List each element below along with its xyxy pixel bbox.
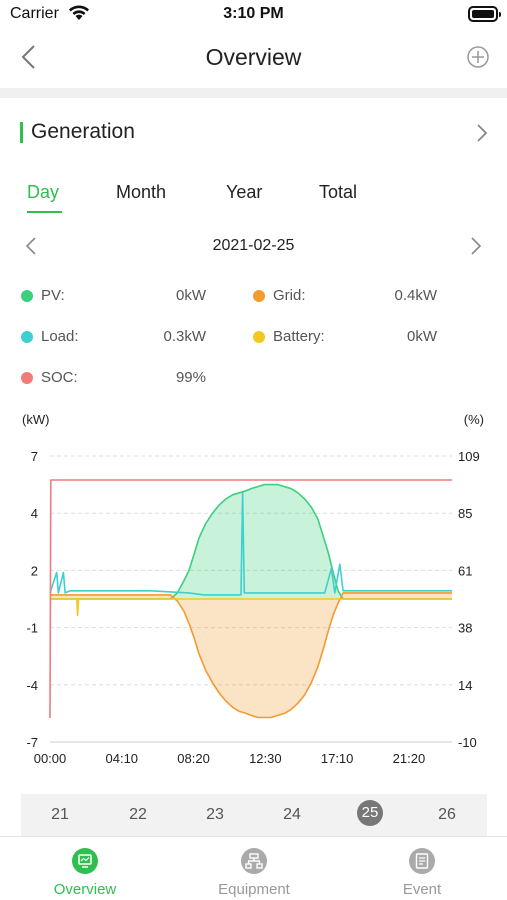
chevron-left-icon[interactable] <box>16 42 42 72</box>
legend-dot <box>21 372 33 384</box>
tab-year[interactable]: Year <box>226 182 263 202</box>
legend-item-soc: SOC: 99% <box>21 365 206 389</box>
y-tick-label-right: 85 <box>458 506 472 521</box>
legend-label: Battery: <box>273 328 325 345</box>
legend-value: 99% <box>175 369 206 386</box>
legend-item-battery: Battery: 0kW <box>253 324 437 348</box>
series-area-pv <box>50 484 452 599</box>
legend-value: 0.3kW <box>163 328 206 345</box>
legend-dot <box>21 290 33 302</box>
power-chart: (kW) (%) 7 109 4 85 2 61 -1 38 -4 14 -7 -10 00:00 04:10… <box>22 412 484 766</box>
day-item[interactable]: 22 <box>129 806 147 823</box>
x-tick-label: 12:30 <box>249 751 282 766</box>
tabbar-label: Equipment <box>218 881 290 898</box>
equipment-icon <box>241 848 267 874</box>
y-tick-label-left: 2 <box>31 563 38 578</box>
y-tick-label-left: -7 <box>26 735 38 750</box>
overview-icon <box>72 848 98 874</box>
wifi-icon <box>69 5 89 20</box>
page-title: Overview <box>205 44 302 70</box>
x-tick-label: 08:20 <box>177 751 210 766</box>
legend-item-pv: PV: 0kW <box>21 283 206 307</box>
event-icon <box>409 848 435 874</box>
legend-label: SOC: <box>41 369 78 386</box>
tabbar-label: Overview <box>53 881 117 898</box>
series-line-grid <box>50 592 452 719</box>
tab-day[interactable]: Day <box>27 182 60 202</box>
series-line-pv <box>50 483 452 600</box>
tabbar-equipment[interactable]: Equipment <box>194 843 314 899</box>
date-selector: 2021-02-25 <box>0 232 507 262</box>
day-item[interactable]: 21 <box>51 806 69 823</box>
legend-dot <box>253 331 265 343</box>
x-tick-label: 04:10 <box>106 751 139 766</box>
day-item[interactable]: 24 <box>283 806 301 823</box>
y-tick-label-right: 14 <box>458 678 472 693</box>
x-tick-label: 00:00 <box>34 751 67 766</box>
chevron-right-icon[interactable] <box>469 235 483 257</box>
x-tick-label: 21:20 <box>393 751 426 766</box>
chevron-left-icon[interactable] <box>24 235 38 257</box>
series-area-grid <box>50 592 452 718</box>
day-strip: 21 22 23 24 25 26 <box>21 794 487 836</box>
carrier-label: Carrier <box>10 5 59 22</box>
tab-month[interactable]: Month <box>116 182 167 202</box>
generation-title: Generation <box>31 120 135 143</box>
y-tick-label-right: -10 <box>458 735 477 750</box>
status-bar: Carrier 3:10 PM <box>0 0 507 30</box>
period-tabs: Day Month Year Total <box>0 178 507 218</box>
day-item[interactable]: 26 <box>438 806 456 823</box>
tab-total[interactable]: Total <box>319 182 358 202</box>
selected-date[interactable]: 2021-02-25 <box>212 237 295 254</box>
nav-bar: Overview <box>0 30 507 88</box>
series-line-load <box>49 492 452 596</box>
y-axis-label-right: (%) <box>464 412 484 427</box>
day-item[interactable]: 23 <box>206 806 224 823</box>
tabbar-event[interactable]: Event <box>362 843 482 899</box>
chevron-right-icon[interactable] <box>475 122 489 144</box>
y-tick-label-right: 38 <box>458 621 472 636</box>
legend: PV: 0kW Grid: 0.4kW Load: 0.3kW Battery:… <box>0 280 507 390</box>
generation-header[interactable]: Generation <box>0 112 507 156</box>
legend-item-load: Load: 0.3kW <box>21 324 206 348</box>
legend-label: Load: <box>41 328 79 345</box>
y-tick-label-left: 7 <box>31 449 38 464</box>
series-line-battery <box>50 598 452 617</box>
tabbar-overview[interactable]: Overview <box>25 843 145 899</box>
series-line-soc <box>49 479 452 719</box>
day-item-selected[interactable]: 25 <box>340 794 400 836</box>
legend-label: PV: <box>41 287 65 304</box>
legend-dot <box>21 331 33 343</box>
section-divider <box>0 88 507 98</box>
battery-icon <box>468 6 501 22</box>
legend-label: Grid: <box>273 287 306 304</box>
legend-dot <box>253 290 265 302</box>
tab-bar: Overview Equipment Event <box>0 836 507 900</box>
legend-value: 0kW <box>407 328 437 345</box>
tabbar-label: Event <box>402 881 442 898</box>
status-time: 3:10 PM <box>223 5 284 22</box>
legend-value: 0.4kW <box>394 287 437 304</box>
legend-value: 0kW <box>176 287 206 304</box>
y-axis-label-left: (kW) <box>22 412 49 427</box>
y-tick-label-left: -4 <box>26 678 38 693</box>
plus-circle-icon[interactable] <box>465 44 491 70</box>
accent-bar <box>20 122 23 143</box>
x-tick-label: 17:10 <box>321 751 354 766</box>
y-tick-label-left: 4 <box>31 506 38 521</box>
y-tick-label-right: 109 <box>458 449 480 464</box>
y-tick-label-left: -1 <box>26 621 38 636</box>
tab-underline <box>27 211 62 213</box>
legend-item-grid: Grid: 0.4kW <box>253 283 437 307</box>
y-tick-label-right: 61 <box>458 563 472 578</box>
